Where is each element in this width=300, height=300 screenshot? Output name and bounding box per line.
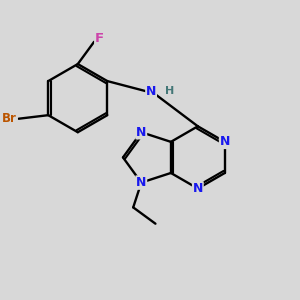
Text: N: N	[136, 176, 146, 189]
Text: N: N	[193, 182, 203, 195]
Text: N: N	[220, 135, 230, 148]
Text: N: N	[146, 85, 156, 98]
Text: N: N	[136, 126, 146, 139]
Text: Br: Br	[2, 112, 17, 125]
Text: F: F	[95, 32, 104, 45]
Text: H: H	[165, 86, 174, 96]
